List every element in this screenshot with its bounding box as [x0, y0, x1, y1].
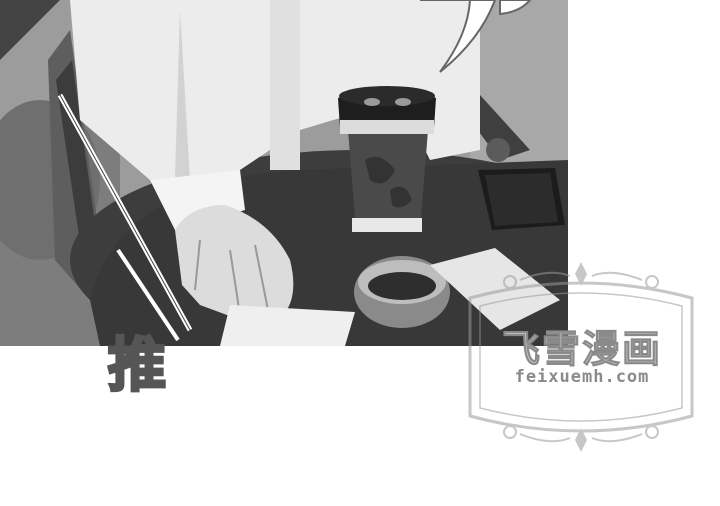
watermark-title: 飞雪漫画 — [501, 327, 662, 372]
comic-panel — [0, 0, 568, 346]
watermark-url: feixuemh.com — [514, 367, 650, 387]
sound-effect-text: 推 — [107, 330, 168, 401]
cafe-scene-illustration — [0, 0, 568, 346]
watermark-frame — [468, 262, 694, 452]
